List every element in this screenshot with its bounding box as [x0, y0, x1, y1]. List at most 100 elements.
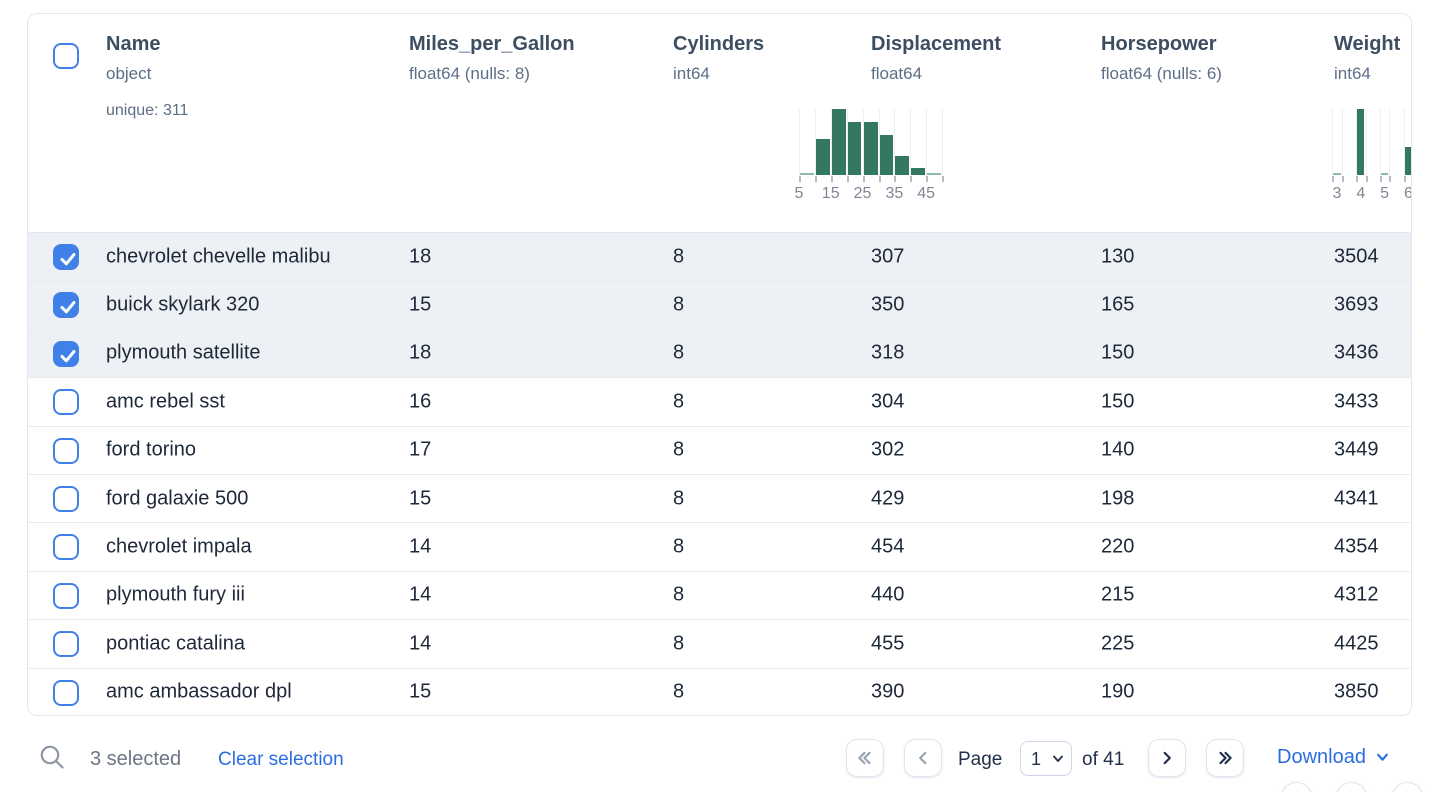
histogram-gridline	[894, 109, 896, 175]
cell-name: chevrolet chevelle malibu	[106, 245, 331, 268]
histogram-bar	[847, 122, 862, 175]
row-checkbox[interactable]	[53, 679, 79, 706]
histogram-tick-label: 15	[821, 185, 840, 202]
column-histogram[interactable]: 5 15 25 35 45	[795, 109, 944, 205]
column-type: float64 (nulls: 6)	[1101, 64, 1222, 83]
histogram-tick-label: 3	[1332, 185, 1342, 202]
page-label: Page	[958, 749, 1003, 770]
floating-button-3[interactable]	[1392, 782, 1423, 792]
cell-weight: 3436	[1334, 341, 1379, 364]
clear-selection-link[interactable]: Clear selection	[218, 749, 344, 770]
cell-name: amc rebel sst	[106, 390, 225, 413]
cell-displacement: 440	[871, 583, 905, 606]
prev-page-button[interactable]	[904, 739, 942, 777]
cell-horsepower: 150	[1101, 341, 1135, 364]
histogram-tick	[1403, 176, 1406, 182]
cell-weight: 4341	[1334, 487, 1379, 510]
column-type: int64	[673, 64, 710, 83]
cell-cylinders: 8	[673, 245, 685, 268]
cell-displacement: 307	[871, 245, 905, 268]
histogram-bar	[1380, 173, 1389, 175]
cell-miles-per-gallon: 18	[409, 245, 432, 268]
table-row[interactable]: plymouth satellite 18 8 318 150 3436	[28, 329, 1411, 379]
table-row[interactable]: buick skylark 320 15 8 350 165 3693	[28, 281, 1411, 330]
search-button[interactable]	[38, 743, 68, 773]
next-page-button[interactable]	[1148, 739, 1186, 777]
column-histogram[interactable]: 345678	[1325, 109, 1411, 205]
download-button[interactable]: Download	[1277, 746, 1390, 769]
row-checkbox[interactable]	[53, 534, 79, 561]
histogram-tick-label: 45	[917, 185, 935, 202]
column-title: Miles_per_Gallon	[409, 33, 575, 55]
row-checkbox[interactable]	[53, 244, 79, 270]
table-row[interactable]: ford torino 17 8 302 140 3449	[28, 426, 1411, 475]
row-checkbox[interactable]	[53, 582, 79, 609]
cell-horsepower: 165	[1101, 293, 1135, 316]
table-row[interactable]: plymouth fury iii 14 8 440 215 4312	[28, 571, 1411, 621]
table-header: Name object unique: 311 Miles_per_Gallon…	[28, 14, 1411, 233]
row-checkbox[interactable]	[53, 485, 79, 512]
first-page-button[interactable]	[846, 739, 884, 777]
histogram-bar	[895, 156, 910, 175]
table-row[interactable]: pontiac catalina 14 8 455 225 4425	[28, 620, 1411, 669]
cell-cylinders: 8	[673, 390, 685, 413]
column-title: Cylinders	[673, 33, 765, 55]
chevrons-left-icon	[858, 751, 871, 765]
histogram-gridline	[1389, 109, 1391, 175]
histogram-tick	[830, 176, 833, 182]
cell-horsepower: 190	[1101, 680, 1135, 703]
table-body: chevrolet chevelle malibu 18 8 307 130 3504 b…	[28, 233, 1411, 715]
cell-displacement: 390	[871, 680, 905, 703]
cell-miles-per-gallon: 14	[409, 535, 432, 558]
histogram-gridline	[1365, 109, 1367, 175]
histogram-gridline	[878, 109, 880, 175]
chevron-right-icon	[1163, 751, 1171, 765]
histogram-gridline	[862, 109, 864, 175]
histogram-tick	[1341, 176, 1344, 182]
histogram-bar	[1404, 147, 1411, 175]
histogram-gridline	[926, 109, 928, 175]
cell-horsepower: 198	[1101, 487, 1135, 510]
histogram-gridline	[1332, 109, 1334, 175]
table-row[interactable]: amc ambassador dpl 15 8 390 190 3850	[28, 668, 1411, 715]
cell-displacement: 455	[871, 632, 905, 655]
select-all-checkbox[interactable]	[53, 43, 79, 69]
row-checkbox[interactable]	[53, 340, 79, 367]
page-select[interactable]: 1	[1020, 741, 1072, 776]
download-label: Download	[1277, 746, 1366, 768]
cell-name: plymouth fury iii	[106, 583, 245, 606]
histogram-gridline	[1403, 109, 1405, 175]
cell-weight: 3433	[1334, 390, 1379, 413]
table-row[interactable]: ford galaxie 500 15 8 429 198 4341	[28, 474, 1411, 524]
floating-button-1[interactable]	[1281, 782, 1312, 792]
row-checkbox[interactable]	[53, 631, 79, 658]
cell-miles-per-gallon: 14	[409, 583, 432, 606]
column-title: Name	[106, 33, 161, 55]
floating-button-2[interactable]	[1336, 782, 1367, 792]
column-title: Horsepower	[1101, 33, 1217, 55]
check-icon	[60, 349, 76, 363]
table-row[interactable]: amc rebel sst 16 8 304 150 3433	[28, 378, 1411, 427]
column-type: float64 (nulls: 8)	[409, 64, 530, 83]
row-checkbox[interactable]	[53, 292, 79, 319]
row-checkbox[interactable]	[53, 437, 79, 464]
histogram-tick-label: 5	[1380, 185, 1390, 202]
last-page-button[interactable]	[1206, 739, 1244, 777]
row-checkbox[interactable]	[53, 389, 79, 416]
histogram-tick	[942, 176, 944, 182]
cell-displacement: 454	[871, 535, 905, 558]
table-row[interactable]: chevrolet chevelle malibu 18 8 307 130 3504	[28, 233, 1411, 282]
histogram-tick	[1332, 176, 1335, 182]
check-icon	[60, 253, 76, 266]
page-select-value: 1	[1031, 749, 1042, 769]
histogram-bar	[815, 139, 830, 175]
table-row[interactable]: chevrolet impala 14 8 454 220 4354	[28, 523, 1411, 572]
histogram-bar	[879, 135, 894, 175]
histogram-tick	[878, 176, 881, 182]
column-title: Weight	[1334, 33, 1401, 55]
cell-displacement: 304	[871, 390, 905, 413]
column-type: float64	[871, 64, 923, 83]
check-icon	[60, 301, 76, 314]
cell-horsepower: 220	[1101, 535, 1135, 558]
